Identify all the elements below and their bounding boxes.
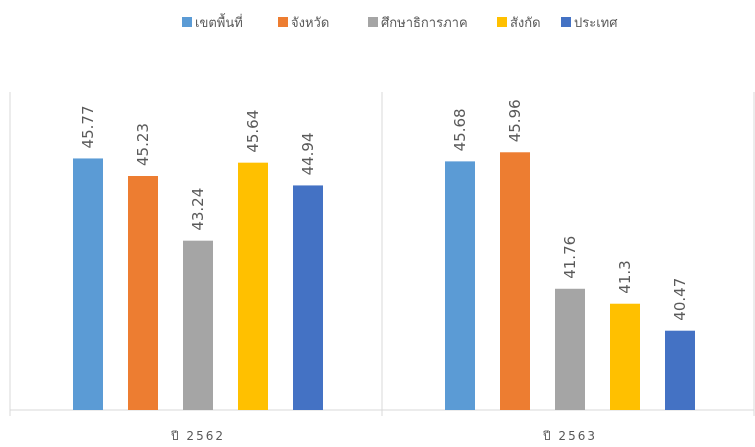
data-label-1-5: 44.94	[299, 132, 317, 175]
data-label-1-2: 45.23	[134, 123, 152, 166]
legend-label-2: จังหวัด	[291, 16, 329, 31]
bar-2-4	[610, 303, 640, 410]
legend-swatch-3	[368, 17, 378, 27]
bar-1-5	[293, 185, 323, 410]
legend-label-4: สังกัด	[510, 16, 541, 31]
bar-2-5	[665, 330, 695, 410]
bar-1-4	[238, 162, 268, 410]
category-label-1: ปี 2562	[170, 429, 225, 443]
bar-1-1	[73, 158, 103, 410]
category-label-2: ปี 2563	[542, 429, 597, 443]
data-label-1-3: 43.24	[189, 188, 207, 231]
bar-2-3	[555, 288, 585, 410]
data-label-2-4: 41.3	[616, 260, 634, 293]
data-label-2-1: 45.68	[451, 108, 469, 151]
data-label-1-4: 45.64	[244, 110, 262, 153]
data-label-2-5: 40.47	[671, 278, 689, 321]
legend-label-1: เขตพื้นที่	[195, 13, 243, 31]
data-label-2-3: 41.76	[561, 236, 579, 279]
legend-swatch-4	[497, 17, 507, 27]
bar-2-1	[445, 161, 475, 410]
legend-label-5: ประเทศ	[574, 16, 618, 31]
bar-1-2	[128, 176, 158, 410]
data-label-1-1: 45.77	[79, 105, 97, 148]
legend-swatch-5	[561, 17, 571, 27]
legend-swatch-2	[278, 17, 288, 27]
legend-label-3: ศึกษาธิการภาค	[381, 16, 468, 31]
legend-swatch-1	[182, 17, 192, 27]
bar-1-3	[183, 240, 213, 410]
data-label-2-2: 45.96	[506, 99, 524, 142]
bar-2-2	[500, 152, 530, 410]
